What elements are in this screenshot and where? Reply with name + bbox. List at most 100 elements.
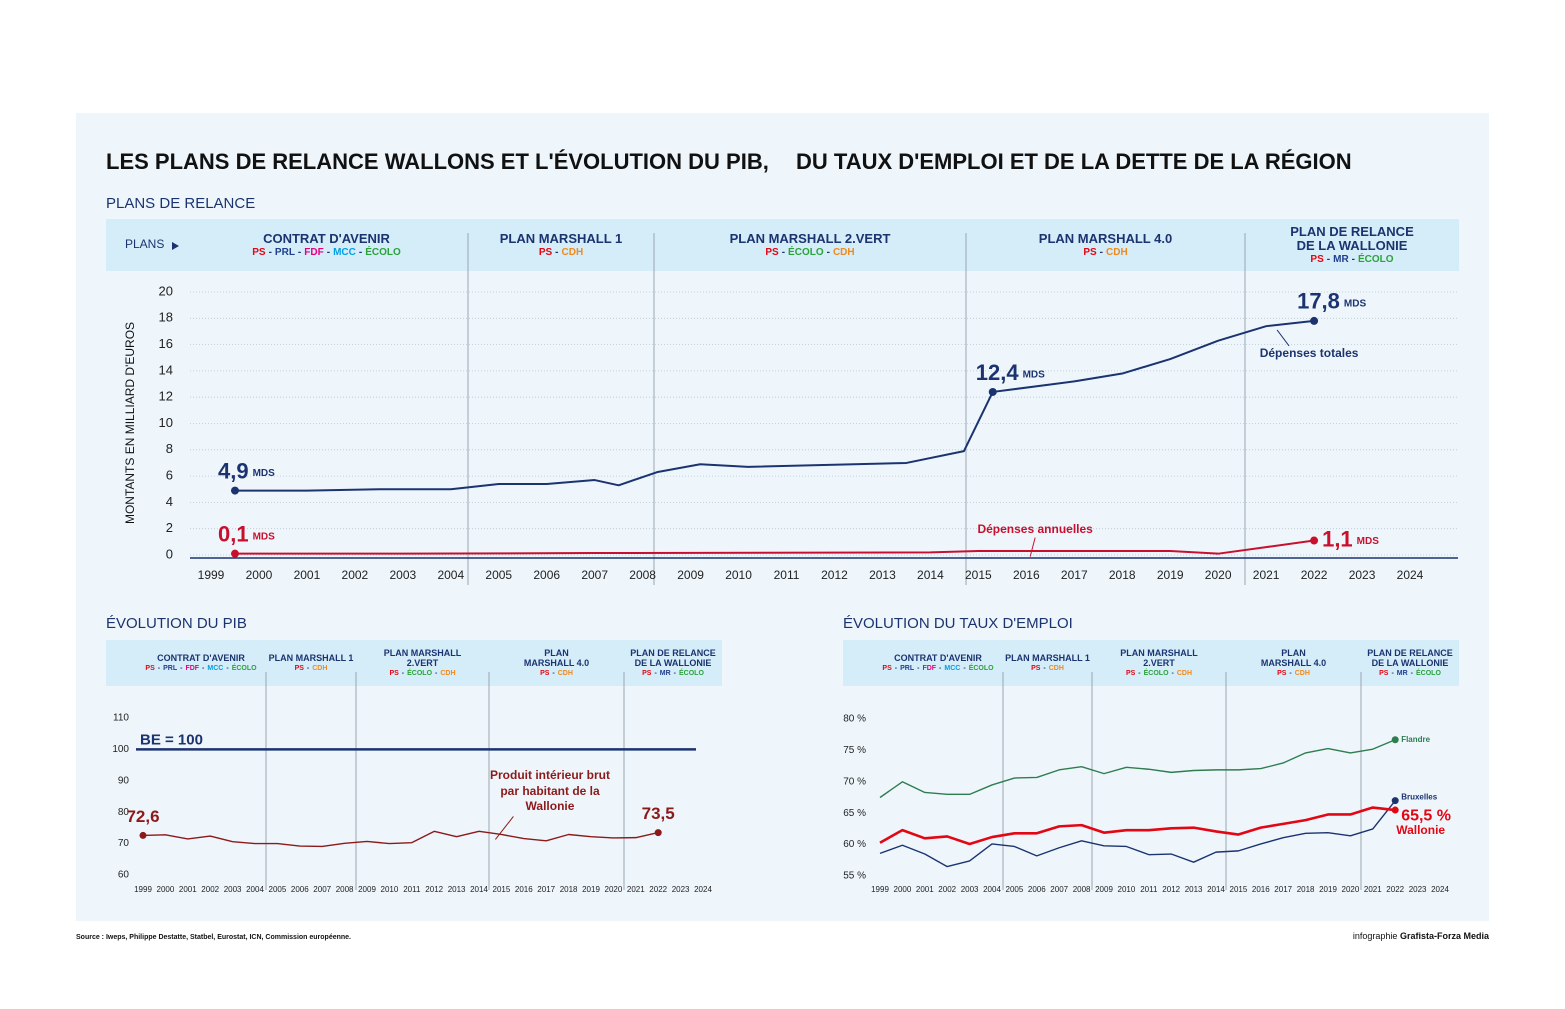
separator: - xyxy=(358,247,363,259)
plan-name: CONTRAT D'AVENIR xyxy=(894,652,982,663)
party: CDH xyxy=(561,247,584,259)
series-line xyxy=(234,319,1315,492)
party: PRL xyxy=(274,247,295,259)
plan-name: CONTRAT D'AVENIR xyxy=(157,652,245,663)
x-tick-label: 2021 xyxy=(627,885,645,894)
x-tick-label: 2023 xyxy=(672,885,690,894)
y-tick-label: 110 xyxy=(113,713,129,724)
x-tick-label: 2020 xyxy=(605,885,623,894)
party: PS xyxy=(538,247,553,259)
plan-parties: PS - PRL - FDF - MCC - ÉCOLO xyxy=(252,247,401,258)
series-label: Bruxelles xyxy=(1401,793,1438,802)
x-tick-label: 2009 xyxy=(1095,885,1113,894)
credit-text: infographie xyxy=(1353,931,1398,941)
party: PS xyxy=(765,247,779,259)
separator: - xyxy=(654,669,657,677)
source: Source : Iweps, Philippe Destatte, Statb… xyxy=(76,934,351,941)
separator: - xyxy=(202,665,205,673)
x-tick-label: 2006 xyxy=(291,885,309,894)
value-label: 1,1 xyxy=(1322,526,1353,551)
series-label: Produit intérieur brut par habitant de l… xyxy=(490,768,610,814)
plan-parties: PS - CDH xyxy=(539,247,583,258)
plan-parties: PS - MR - ÉCOLO xyxy=(1379,670,1441,677)
leader-line xyxy=(1276,329,1290,347)
plan-header: PLAN MARSHALL 4.0 PS - CDH xyxy=(1226,640,1361,686)
plan-parties: PS - ÉCOLO - CDH xyxy=(1126,670,1192,677)
x-tick-label: 2005 xyxy=(269,885,287,894)
y-tick-label: 18 xyxy=(159,310,173,325)
plan-name: PLAN DE RELANCE DE LA WALLONIE xyxy=(1367,648,1453,668)
x-tick-label: 2001 xyxy=(179,885,197,894)
separator: - xyxy=(401,669,405,677)
plan-header: PLAN MARSHALL 2.VERT PS - ÉCOLO - CDH xyxy=(356,640,489,686)
plan-header: CONTRAT D'AVENIR PS - PRL - FDF - MCC - ÉCOLO xyxy=(136,640,266,686)
separator: - xyxy=(552,669,555,677)
unit-label: MDS xyxy=(1357,536,1380,547)
arrow-icon xyxy=(172,242,179,250)
x-tick-label: 2001 xyxy=(916,885,934,894)
plan-parties: PS - CDH xyxy=(540,670,573,677)
x-tick-label: 2008 xyxy=(1073,885,1091,894)
plan-header: PLAN MARSHALL 1 PS - CDH xyxy=(266,640,356,686)
y-tick-label: 60 % xyxy=(843,839,866,850)
party: ÉCOLO xyxy=(788,247,824,259)
x-tick-label: 2002 xyxy=(201,885,219,894)
y-tick-label: 10 xyxy=(159,415,173,430)
plan-header: CONTRAT D'AVENIR PS - PRL - FDF - MCC - ÉCOLO xyxy=(873,640,1003,686)
plan-parties: PS - PRL - FDF - MCC - ÉCOLO xyxy=(882,665,993,672)
separator: - xyxy=(781,247,786,259)
x-tick-label: 2001 xyxy=(294,568,321,582)
party: MCC xyxy=(944,665,961,673)
value-label: 72,6 xyxy=(126,807,159,826)
x-tick-label: 2002 xyxy=(938,885,956,894)
value-label: 12,4 xyxy=(976,360,1020,385)
party: ÉCOLO xyxy=(407,669,433,677)
plan-name: PLAN MARSHALL 1 xyxy=(499,230,623,246)
plan-name: CONTRAT D'AVENIR xyxy=(263,230,390,246)
separator: - xyxy=(1351,254,1356,266)
y-tick-label: 16 xyxy=(159,336,173,351)
party: MCC xyxy=(333,247,356,259)
separator: - xyxy=(180,665,183,673)
party: CDH xyxy=(1294,669,1310,677)
plan-header: PLAN MARSHALL 4.0 PS - CDH xyxy=(966,219,1245,271)
y-tick-label: 80 xyxy=(118,807,130,818)
plan-name: PLAN MARSHALL 4.0 xyxy=(1038,230,1173,246)
x-tick-label: 2018 xyxy=(1297,885,1315,894)
party: MCC xyxy=(207,665,224,673)
plan-name: PLAN DE RELANCE DE LA WALLONIE xyxy=(630,648,716,668)
x-tick-label: 2022 xyxy=(1301,568,1328,582)
y-tick-label: 8 xyxy=(166,441,173,456)
party: ÉCOLO xyxy=(365,247,401,259)
x-tick-label: 2017 xyxy=(537,885,555,894)
y-tick-label: 80 % xyxy=(843,714,866,725)
plan-name: PLAN MARSHALL 2.VERT xyxy=(729,230,891,246)
y-tick-label: 65 % xyxy=(843,808,866,819)
plan-header: PLAN DE RELANCE DE LA WALLONIE PS - MR - ÉCOL… xyxy=(1361,640,1459,686)
plan-parties: PS - CDH xyxy=(1031,665,1064,672)
party: PS xyxy=(1277,669,1287,677)
x-tick-label: 2021 xyxy=(1364,885,1382,894)
x-tick-label: 2016 xyxy=(1013,568,1040,582)
plan-parties: PS - CDH xyxy=(295,665,328,672)
party: PS xyxy=(1125,669,1136,677)
y-tick-label: 0 xyxy=(166,546,173,561)
x-tick-label: 2006 xyxy=(533,568,560,582)
unit-label: MDS xyxy=(1344,299,1367,310)
x-tick-label: 2004 xyxy=(246,885,264,894)
x-tick-label: 2003 xyxy=(961,885,979,894)
x-tick-label: 2014 xyxy=(917,568,944,582)
party: CDH xyxy=(832,247,855,259)
y-tick-label: 60 xyxy=(118,870,130,881)
x-tick-label: 2020 xyxy=(1342,885,1360,894)
party: PS xyxy=(294,665,304,673)
separator: - xyxy=(963,665,966,673)
plan-parties: PS - PRL - FDF - MCC - ÉCOLO xyxy=(145,665,256,672)
plan-name: PLAN MARSHALL 4.0 xyxy=(523,648,590,668)
plan-name: PLAN MARSHALL 2.VERT xyxy=(1120,648,1198,668)
value-label: 65,5 % xyxy=(1401,807,1451,824)
plan-header: PLAN DE RELANCE DE LA WALLONIE PS - MR - ÉCOL… xyxy=(624,640,722,686)
separator: - xyxy=(939,665,942,673)
plan-name: PLAN MARSHALL 1 xyxy=(1005,652,1090,663)
x-tick-label: 2012 xyxy=(1162,885,1180,894)
